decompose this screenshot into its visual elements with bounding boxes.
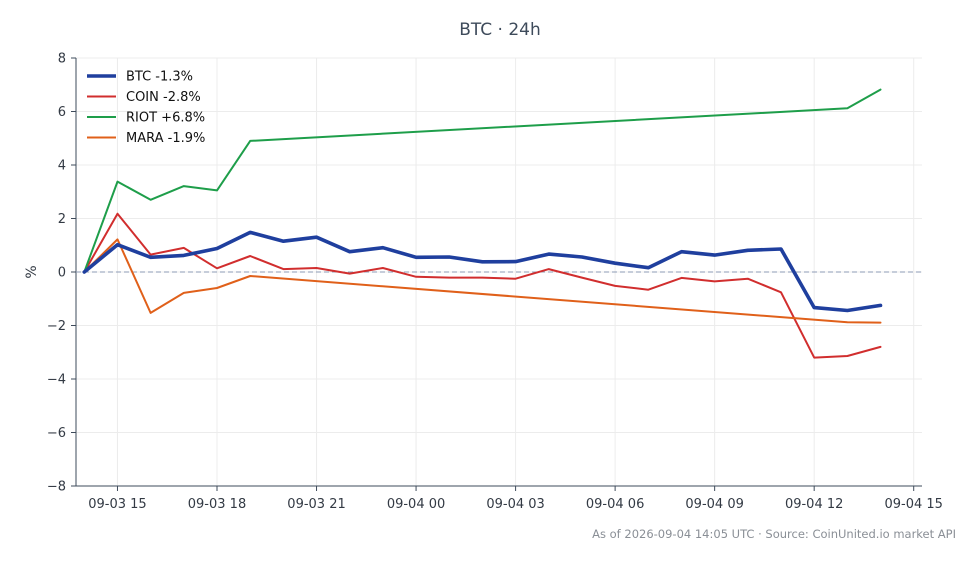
series-line-mara [83, 238, 882, 324]
x-tick-label: 09-04 06 [586, 497, 644, 512]
y-tick-label: −6 [47, 426, 66, 441]
series-line-riot [83, 88, 882, 273]
source-footer: As of 2026-09-04 14:05 UTC · Source: Coi… [592, 527, 956, 541]
y-tick-label: −8 [47, 480, 66, 495]
y-tick-label: 2 [58, 212, 66, 227]
y-tick-label: −4 [47, 373, 66, 388]
y-tick-label: 0 [58, 266, 66, 281]
legend-label-riot: RIOT +6.8% [126, 111, 205, 126]
y-tick-label: 8 [58, 52, 66, 67]
legend-label-coin: COIN -2.8% [126, 90, 201, 105]
x-tick-label: 09-04 03 [486, 497, 544, 512]
y-axis-label: % [24, 265, 40, 278]
x-tick-label: 09-03 18 [188, 497, 246, 512]
chart-title: BTC · 24h [459, 20, 541, 40]
y-tick-label: 6 [58, 105, 66, 120]
y-tick-label: 4 [58, 159, 66, 174]
x-tick-label: 09-04 00 [387, 497, 445, 512]
legend-label-mara: MARA -1.9% [126, 131, 205, 146]
series-line-coin [83, 212, 882, 359]
legend-label-btc: BTC -1.3% [126, 70, 193, 85]
x-tick-label: 09-04 12 [785, 497, 843, 512]
x-tick-label: 09-03 21 [287, 497, 345, 512]
x-tick-label: 09-04 09 [685, 497, 743, 512]
series-line-btc [82, 230, 883, 313]
x-tick-label: 09-04 15 [884, 497, 942, 512]
y-tick-label: −2 [47, 319, 66, 334]
x-tick-label: 09-03 15 [88, 497, 146, 512]
